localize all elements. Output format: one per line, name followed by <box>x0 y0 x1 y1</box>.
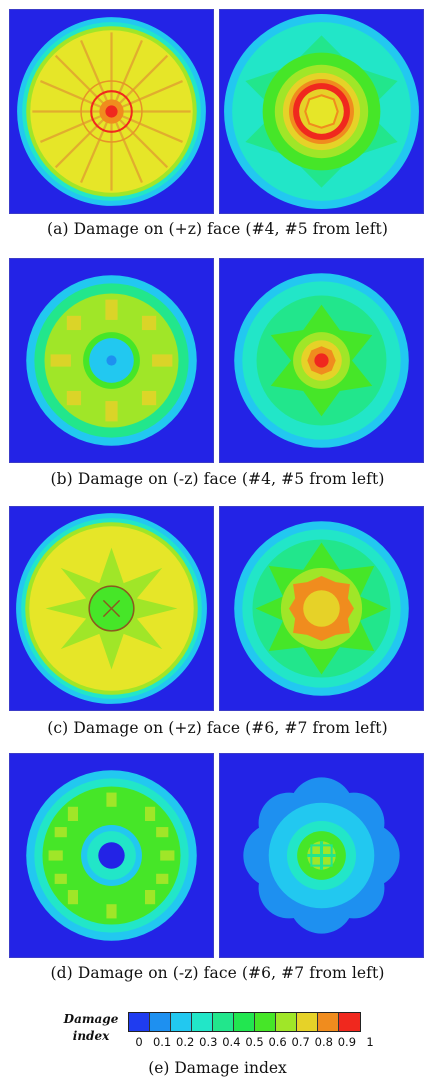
legend-tick-label: 0 <box>135 1035 143 1049</box>
caption-c: (c) Damage on (+z) face (#6, #7 from lef… <box>47 719 388 737</box>
legend-title: Damage index <box>58 1011 124 1045</box>
legend-tick-label: 0.7 <box>291 1035 310 1049</box>
legend-swatch-0 <box>129 1013 150 1031</box>
legend-swatch-7 <box>276 1013 297 1031</box>
damage-map-b-specimen-5 <box>219 258 424 463</box>
caption-a: (a) Damage on (+z) face (#4, #5 from lef… <box>46 220 389 238</box>
legend-swatch-9 <box>318 1013 339 1031</box>
damage-map-a-specimen-5 <box>219 9 424 214</box>
legend-title-line-2: index <box>72 1029 110 1043</box>
legend-swatch-8 <box>297 1013 318 1031</box>
damage-map-c-specimen-6 <box>9 506 214 711</box>
caption-e: (e) Damage index <box>148 1059 287 1077</box>
legend-tick-label: 0.8 <box>314 1035 333 1049</box>
legend-tick-label: 0.4 <box>222 1035 241 1049</box>
legend-swatch-4 <box>213 1013 234 1031</box>
caption-b: (b) Damage on (-z) face (#4, #5 from lef… <box>50 470 385 488</box>
legend-swatch-6 <box>255 1013 276 1031</box>
color-scale-bar <box>128 1012 361 1032</box>
legend-tick-label: 0.1 <box>152 1035 172 1049</box>
damage-index-legend: Damage index 0 0.1 0.2 0.3 0.4 0.5 0.6 0.7 0.8 0.… <box>0 1008 435 1082</box>
legend-tick-label: 0.9 <box>337 1035 357 1049</box>
legend-tick-label: 0.6 <box>268 1035 287 1049</box>
legend-tick-label: 0.2 <box>176 1035 195 1049</box>
legend-swatch-1 <box>150 1013 171 1031</box>
damage-map-b-specimen-4 <box>9 258 214 463</box>
legend-swatch-3 <box>192 1013 213 1031</box>
damage-map-d-specimen-6 <box>9 753 214 958</box>
legend-title-line-1: Damage <box>63 1012 119 1026</box>
legend-tick-label: 0.5 <box>245 1035 264 1049</box>
damage-map-c-specimen-7 <box>219 506 424 711</box>
caption-d: (d) Damage on (-z) face (#6, #7 from lef… <box>50 964 385 982</box>
legend-swatch-2 <box>171 1013 192 1031</box>
color-scale-ticks: 0 0.1 0.2 0.3 0.4 0.5 0.6 0.7 0.8 0.9 1 <box>128 1035 373 1049</box>
legend-tick-label: 1 <box>366 1035 374 1049</box>
damage-map-d-specimen-7 <box>219 753 424 958</box>
damage-map-a-specimen-4 <box>9 9 214 214</box>
legend-tick-label: 0.3 <box>199 1035 218 1049</box>
legend-swatch-5 <box>234 1013 255 1031</box>
legend-swatch-10 <box>339 1013 360 1031</box>
